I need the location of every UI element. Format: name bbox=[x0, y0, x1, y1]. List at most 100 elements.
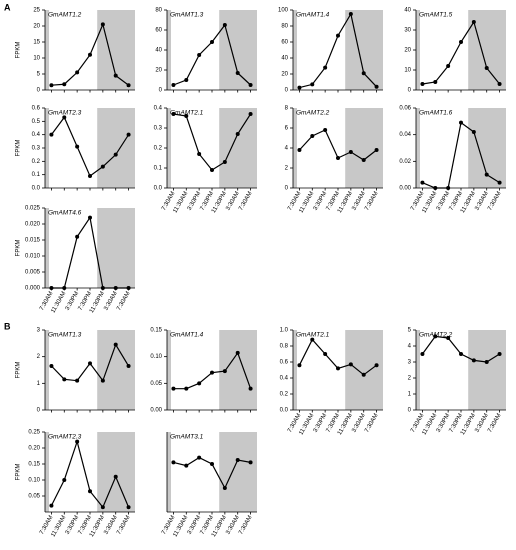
data-point bbox=[433, 80, 438, 84]
y-tick-label: 0.010 bbox=[25, 254, 41, 260]
data-point bbox=[374, 363, 379, 368]
y-tick-label: 0.04 bbox=[399, 132, 411, 138]
data-point bbox=[88, 52, 92, 57]
light-period-shade bbox=[45, 10, 49, 90]
y-tick-label: 0.000 bbox=[25, 286, 41, 292]
data-point bbox=[210, 462, 214, 466]
panel-label: B bbox=[4, 321, 11, 331]
data-point bbox=[471, 20, 476, 24]
y-tick-label: 0.3 bbox=[154, 126, 163, 132]
y-axis-label: FPKM bbox=[16, 240, 22, 257]
y-tick-label: 0.6 bbox=[32, 106, 41, 112]
y-tick-label: 0.3 bbox=[32, 146, 41, 152]
y-tick-label: 80 bbox=[281, 24, 288, 30]
data-point bbox=[184, 114, 189, 118]
dark-period-shade bbox=[97, 432, 135, 512]
data-point bbox=[88, 215, 92, 220]
data-point bbox=[336, 33, 340, 38]
data-point bbox=[222, 160, 227, 164]
y-tick-label: 60 bbox=[281, 40, 288, 46]
data-point bbox=[248, 460, 253, 465]
data-point bbox=[126, 364, 131, 368]
y-tick-label: 0.25 bbox=[28, 430, 40, 436]
chart-title: GmAMT1.3 bbox=[48, 332, 82, 339]
data-point bbox=[497, 352, 502, 356]
dark-period-shade bbox=[345, 330, 383, 410]
y-tick-label: 0.2 bbox=[154, 146, 163, 152]
data-point bbox=[171, 386, 176, 391]
data-point bbox=[433, 186, 438, 190]
data-point bbox=[459, 40, 463, 44]
data-point bbox=[420, 180, 425, 185]
light-period-shade bbox=[45, 432, 49, 512]
dark-period-shade bbox=[97, 208, 135, 288]
dark-period-shade bbox=[219, 108, 257, 188]
light-period-shade bbox=[293, 10, 297, 90]
data-point bbox=[171, 83, 176, 87]
light-period-shade bbox=[167, 330, 171, 410]
y-tick-label: 0.05 bbox=[150, 381, 162, 387]
data-point bbox=[484, 360, 489, 364]
data-point bbox=[171, 112, 176, 116]
y-tick-label: 0.05 bbox=[28, 494, 40, 500]
data-point bbox=[222, 369, 227, 374]
data-point bbox=[126, 505, 131, 510]
data-point bbox=[113, 474, 118, 479]
panel-label: A bbox=[4, 2, 11, 12]
y-tick-label: 20 bbox=[404, 48, 411, 54]
light-period-shade bbox=[167, 432, 171, 512]
data-point bbox=[323, 65, 328, 70]
data-point bbox=[297, 363, 302, 368]
y-tick-label: 40 bbox=[281, 56, 288, 62]
light-period-shade bbox=[293, 108, 297, 188]
y-tick-label: 4 bbox=[408, 344, 412, 350]
y-tick-label: 0 bbox=[37, 88, 41, 94]
data-point bbox=[348, 362, 353, 367]
data-point bbox=[310, 337, 315, 342]
y-tick-label: 0.00 bbox=[399, 186, 411, 192]
data-point bbox=[100, 505, 105, 510]
y-tick-label: 0.1 bbox=[154, 166, 163, 172]
data-point bbox=[222, 486, 227, 490]
chart-title: GmAMT1.4 bbox=[170, 332, 204, 339]
y-tick-label: 20 bbox=[33, 24, 40, 30]
light-period-shade bbox=[167, 108, 171, 188]
data-point bbox=[361, 372, 366, 377]
data-point bbox=[361, 71, 366, 76]
y-tick-label: 1 bbox=[408, 392, 412, 398]
y-tick-label: 10 bbox=[404, 68, 411, 74]
y-tick-label: 0.20 bbox=[28, 446, 40, 452]
y-tick-label: 0.4 bbox=[154, 106, 163, 112]
dark-period-shade bbox=[219, 432, 257, 512]
data-point bbox=[446, 336, 451, 340]
data-point bbox=[348, 150, 353, 154]
y-tick-label: 0.02 bbox=[399, 159, 411, 165]
y-tick-label: 40 bbox=[404, 8, 411, 14]
y-tick-label: 0.06 bbox=[399, 106, 411, 112]
data-point bbox=[49, 364, 54, 368]
y-tick-label: 100 bbox=[278, 8, 289, 14]
y-tick-label: 0.2 bbox=[280, 392, 289, 398]
y-tick-label: 0.6 bbox=[280, 360, 289, 366]
y-tick-label: 3 bbox=[408, 360, 412, 366]
data-point bbox=[297, 85, 302, 90]
y-tick-label: 10 bbox=[33, 56, 40, 62]
y-tick-label: 0 bbox=[285, 88, 289, 94]
y-tick-label: 0 bbox=[159, 88, 163, 94]
y-tick-label: 0.015 bbox=[25, 238, 41, 244]
data-point bbox=[310, 82, 315, 87]
light-period-shade bbox=[416, 10, 420, 90]
data-point bbox=[113, 73, 118, 78]
data-point bbox=[235, 350, 240, 355]
y-tick-label: 0.8 bbox=[280, 344, 289, 350]
light-period-shade bbox=[45, 208, 49, 288]
data-point bbox=[197, 381, 202, 386]
data-point bbox=[49, 503, 54, 508]
y-tick-label: 20 bbox=[281, 72, 288, 78]
data-point bbox=[248, 112, 253, 116]
y-tick-label: 0 bbox=[408, 88, 412, 94]
dark-period-shade bbox=[468, 330, 506, 410]
data-point bbox=[62, 377, 67, 382]
y-tick-label: 4 bbox=[285, 146, 289, 152]
y-tick-label: 0.4 bbox=[280, 376, 289, 382]
